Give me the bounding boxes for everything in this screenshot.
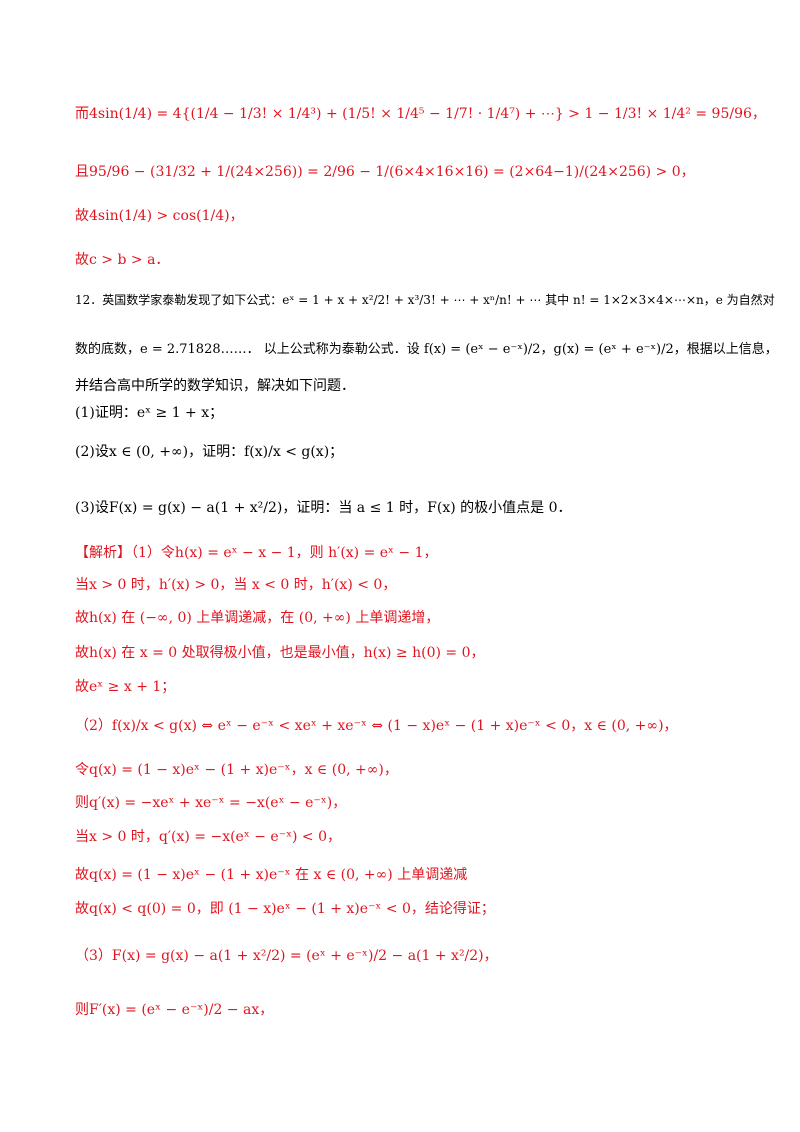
text-line-l23: 则F′(x) = (eˣ − e⁻ˣ)/2 − ax， bbox=[75, 1000, 273, 1020]
text-line-l3: 故4sin(1/4) > cos(1/4)， bbox=[75, 206, 244, 226]
line-lead: 故 bbox=[75, 208, 89, 224]
line-math: e = 2.71828……． 以上公式称为泰勒公式．设 f(x) = (eˣ −… bbox=[140, 342, 778, 357]
line-lead: 故 bbox=[75, 610, 89, 626]
line-math: F′(x) = (eˣ − e⁻ˣ)/2 − ax， bbox=[89, 1002, 274, 1018]
line-math: q(x) < q(0) = 0，即 (1 − x)eˣ − (1 + x)e⁻ˣ… bbox=[89, 901, 495, 917]
text-line-l9: (2)设x ∈ (0, +∞)，证明：f(x)/x < g(x)； bbox=[75, 442, 343, 462]
text-line-l5: 12．英国数学家泰勒发现了如下公式：eˣ = 1 + x + x²/2! + x… bbox=[75, 290, 775, 310]
text-line-l11: 【解析】（1）令h(x) = eˣ − x − 1，则 h′(x) = eˣ −… bbox=[75, 543, 438, 563]
text-line-l19: 当x > 0 时，q′(x) = −x(eˣ − e⁻ˣ) < 0， bbox=[75, 827, 341, 847]
line-math: x > 0 时，h′(x) > 0，当 x < 0 时，h′(x) < 0， bbox=[89, 577, 397, 593]
line-lead: 并结合高中所学的数学知识，解决如下问题． bbox=[75, 378, 355, 394]
line-math: h(x) 在 x = 0 处取得极小值，也是最小值，h(x) ≥ h(0) = … bbox=[89, 645, 485, 661]
line-math: 95/96 − (31/32 + 1/(24×256)) = 2/96 − 1/… bbox=[89, 164, 695, 180]
line-math: 4sin(1/4) = 4{(1/4 − 1/3! × 1/4³) + (1/5… bbox=[89, 106, 766, 122]
line-math: q′(x) = −xeˣ + xe⁻ˣ = −x(eˣ − e⁻ˣ)， bbox=[89, 795, 347, 811]
line-lead: 【解析】（1）令 bbox=[75, 545, 175, 561]
line-math: eˣ ≥ 1 + x； bbox=[136, 405, 224, 421]
text-line-l18: 则q′(x) = −xeˣ + xe⁻ˣ = −x(eˣ − e⁻ˣ)， bbox=[75, 793, 346, 813]
text-line-l4: 故c > b > a． bbox=[75, 250, 169, 270]
line-lead: 而 bbox=[75, 106, 89, 122]
text-line-l22: （3）F(x) = g(x) − a(1 + x²/2) = (eˣ + e⁻ˣ… bbox=[75, 946, 498, 966]
text-line-l15: 故eˣ ≥ x + 1； bbox=[75, 677, 175, 697]
line-math: f(x)/x < g(x) ⇔ eˣ − e⁻ˣ < xeˣ + xe⁻ˣ ⇔ … bbox=[111, 718, 678, 734]
line-lead: (2)设 bbox=[75, 444, 109, 460]
line-lead: 故 bbox=[75, 867, 89, 883]
line-math: eˣ = 1 + x + x²/2! + x³/3! + ⋯ + xⁿ/n! +… bbox=[282, 293, 775, 307]
line-math: q(x) = (1 − x)eˣ − (1 + x)e⁻ˣ 在 x ∈ (0, … bbox=[89, 867, 468, 883]
line-lead: 故 bbox=[75, 901, 89, 917]
text-line-l1: 而4sin(1/4) = 4{(1/4 − 1/3! × 1/4³) + (1/… bbox=[75, 104, 766, 124]
line-lead: 当 bbox=[75, 577, 89, 593]
line-lead: （3） bbox=[75, 948, 112, 964]
line-lead: 令 bbox=[75, 762, 89, 778]
line-lead: 数的底数， bbox=[75, 342, 141, 357]
line-lead: (1)证明： bbox=[75, 405, 137, 421]
text-line-l2: 且95/96 − (31/32 + 1/(24×256)) = 2/96 − 1… bbox=[75, 162, 695, 182]
line-math: x > 0 时，q′(x) = −x(eˣ − e⁻ˣ) < 0， bbox=[89, 829, 342, 845]
text-line-l13: 故h(x) 在 (−∞, 0) 上单调递减，在 (0, +∞) 上单调递增， bbox=[75, 608, 439, 628]
line-math: x ∈ (0, +∞)，证明：f(x)/x < g(x)； bbox=[108, 444, 344, 460]
text-line-l7: 并结合高中所学的数学知识，解决如下问题． bbox=[75, 376, 355, 396]
line-lead: 则 bbox=[75, 1002, 89, 1018]
line-math: c > b > a． bbox=[89, 252, 170, 268]
line-math: h(x) 在 (−∞, 0) 上单调递减，在 (0, +∞) 上单调递增， bbox=[89, 610, 440, 626]
text-line-l10: (3)设F(x) = g(x) − a(1 + x²/2)，证明：当 a ≤ 1… bbox=[75, 498, 572, 518]
line-math: 4sin(1/4) > cos(1/4)， bbox=[89, 208, 244, 224]
line-lead: 则 bbox=[75, 795, 89, 811]
text-line-l6: 数的底数，e = 2.71828……． 以上公式称为泰勒公式．设 f(x) = … bbox=[75, 340, 778, 360]
line-lead: 故 bbox=[75, 679, 89, 695]
line-lead: 故 bbox=[75, 252, 89, 268]
line-lead: 故 bbox=[75, 645, 89, 661]
line-math: q(x) = (1 − x)eˣ − (1 + x)e⁻ˣ，x ∈ (0, +∞… bbox=[89, 762, 398, 778]
line-lead: 当 bbox=[75, 829, 89, 845]
line-math: eˣ ≥ x + 1； bbox=[89, 679, 176, 695]
line-lead: 12．英国数学家泰勒发现了如下公式： bbox=[75, 293, 283, 307]
text-line-l8: (1)证明：eˣ ≥ 1 + x； bbox=[75, 403, 223, 423]
text-line-l20: 故q(x) = (1 − x)eˣ − (1 + x)e⁻ˣ 在 x ∈ (0,… bbox=[75, 865, 467, 885]
line-math: F(x) = g(x) − a(1 + x²/2) = (eˣ + e⁻ˣ)/2… bbox=[111, 948, 498, 964]
line-lead: （2） bbox=[75, 718, 112, 734]
text-line-l17: 令q(x) = (1 − x)eˣ − (1 + x)e⁻ˣ，x ∈ (0, +… bbox=[75, 760, 398, 780]
line-math: h(x) = eˣ − x − 1，则 h′(x) = eˣ − 1， bbox=[174, 545, 438, 561]
text-line-l21: 故q(x) < q(0) = 0，即 (1 − x)eˣ − (1 + x)e⁻… bbox=[75, 899, 495, 919]
line-lead: 且 bbox=[75, 164, 89, 180]
text-line-l14: 故h(x) 在 x = 0 处取得极小值，也是最小值，h(x) ≥ h(0) =… bbox=[75, 643, 484, 663]
text-line-l12: 当x > 0 时，h′(x) > 0，当 x < 0 时，h′(x) < 0， bbox=[75, 575, 396, 595]
text-line-l16: （2）f(x)/x < g(x) ⇔ eˣ − e⁻ˣ < xeˣ + xe⁻ˣ… bbox=[75, 716, 678, 736]
line-math: F(x) = g(x) − a(1 + x²/2)，证明：当 a ≤ 1 时，F… bbox=[108, 500, 572, 516]
line-lead: (3)设 bbox=[75, 500, 109, 516]
